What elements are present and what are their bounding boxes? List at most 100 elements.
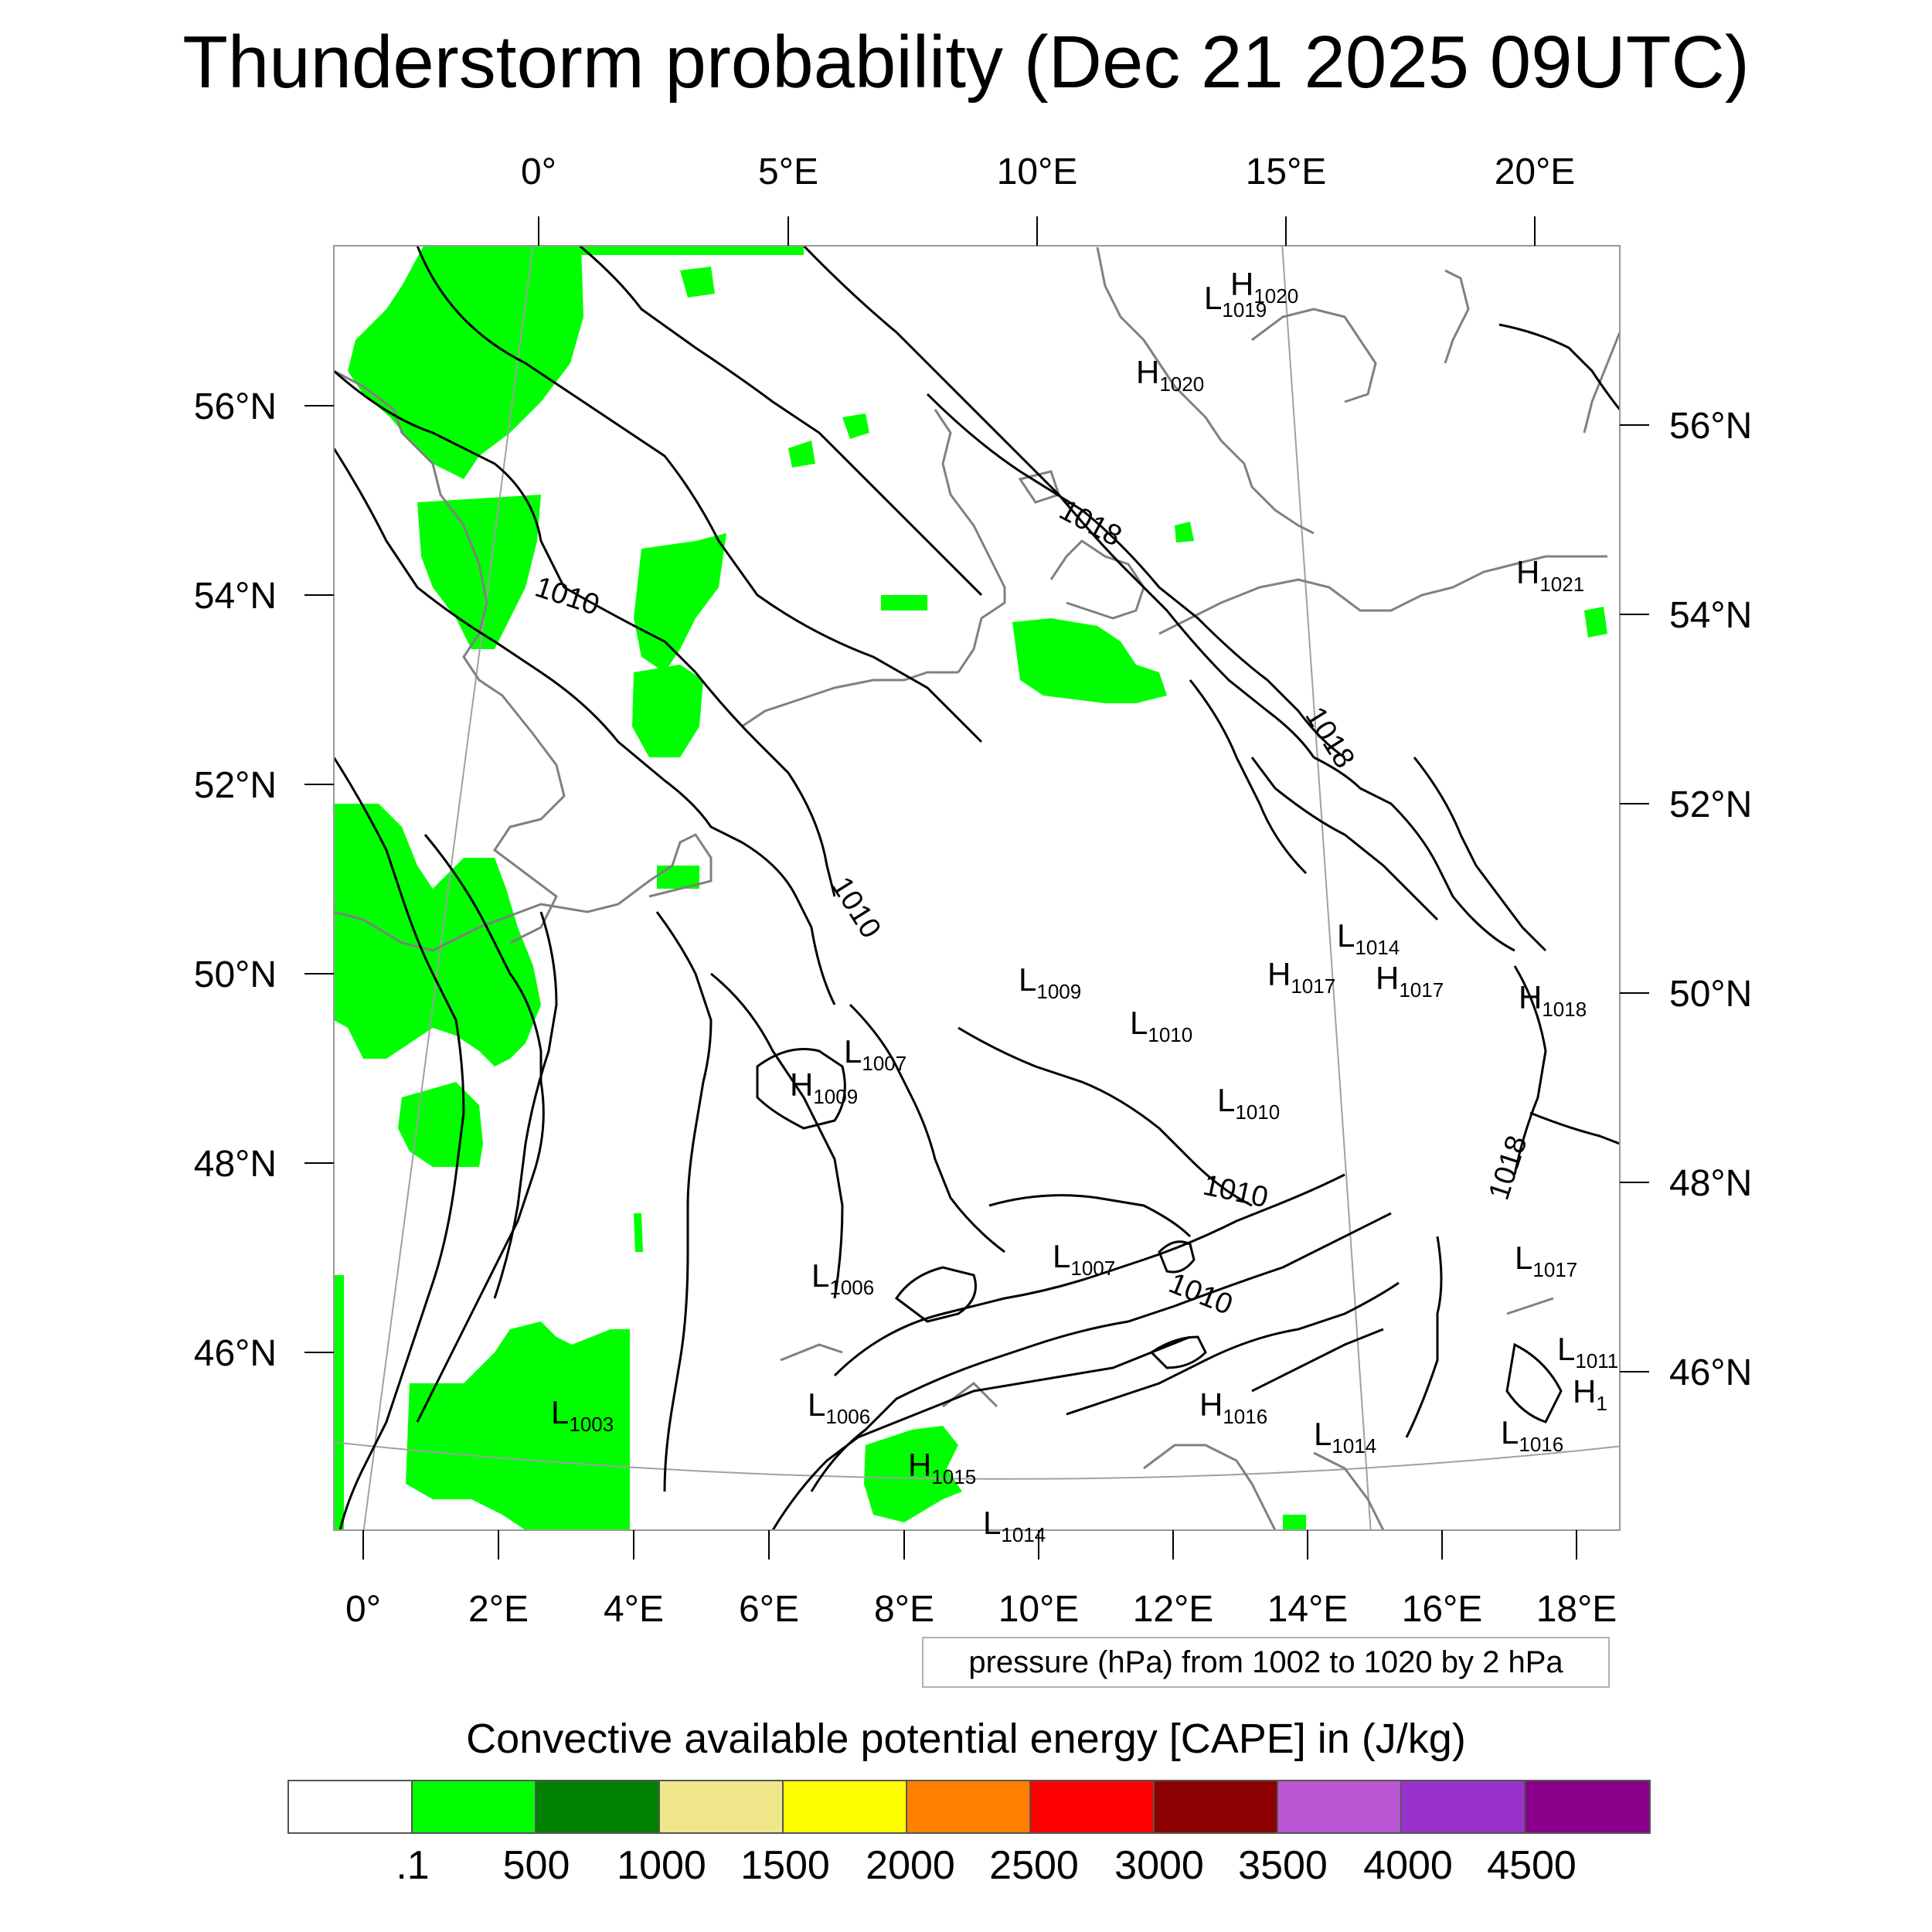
colorbar-swatch bbox=[907, 1781, 1031, 1832]
cape-areas bbox=[334, 246, 1607, 1530]
right-lat-label: 46°N bbox=[1669, 1352, 1752, 1393]
top-longitude-labels: 0° 5°E 10°E 15°E 20°E bbox=[521, 151, 1575, 192]
cape-area-central-north-sea bbox=[634, 533, 726, 672]
colorbar-swatch bbox=[660, 1781, 784, 1832]
top-lon-label: 5°E bbox=[758, 151, 818, 192]
isobar-12 bbox=[334, 757, 465, 1530]
pressure-center: L1009 bbox=[1019, 961, 1081, 1003]
isobar-1 bbox=[416, 246, 983, 743]
right-latitude-labels: 56°N 54°N 52°N 50°N 48°N 46°N bbox=[1669, 406, 1752, 1393]
cape-area-biscay bbox=[334, 1275, 344, 1530]
bottom-lon-label: 0° bbox=[345, 1589, 381, 1630]
bottom-lon-label: 12°E bbox=[1133, 1589, 1214, 1630]
isobar-18 bbox=[957, 1026, 1253, 1207]
cape-area-small-7 bbox=[634, 1213, 643, 1252]
isobar-3 bbox=[334, 447, 836, 1005]
isobar-32 bbox=[1149, 1335, 1207, 1369]
pressure-centers: L1019 H1020 H1020 H1021 L1014 H1017 H101… bbox=[551, 266, 1618, 1546]
isobar-19 bbox=[988, 1194, 1192, 1238]
cape-area-small-3 bbox=[788, 440, 815, 468]
isobar-label: 1018 bbox=[1298, 702, 1360, 774]
colorbar-swatch bbox=[1278, 1781, 1402, 1832]
pressure-center: L1019 bbox=[1204, 280, 1267, 321]
isobar-23 bbox=[1066, 1281, 1400, 1416]
right-lat-label: 52°N bbox=[1669, 784, 1752, 825]
isobar-20 bbox=[833, 1173, 1345, 1377]
colorbar-label: 500 bbox=[502, 1843, 570, 1888]
isobar-label: 1010 bbox=[825, 872, 886, 944]
left-latitude-labels: 56°N 54°N 52°N 50°N 48°N 46°N bbox=[194, 386, 277, 1374]
colorbar-label: 4500 bbox=[1487, 1843, 1577, 1888]
top-lon-label: 15°E bbox=[1246, 151, 1327, 192]
pressure-center: L1016 bbox=[1501, 1414, 1563, 1456]
isobar-21 bbox=[810, 1212, 1392, 1492]
cape-area-north-sea-top bbox=[572, 246, 804, 255]
bottom-lon-label: 6°E bbox=[739, 1589, 799, 1630]
colorbar-swatch bbox=[1402, 1781, 1526, 1832]
cape-area-france-west bbox=[398, 1082, 483, 1167]
coastlines bbox=[334, 247, 1620, 1530]
colorbar bbox=[287, 1780, 1651, 1834]
cape-area-small-4 bbox=[680, 267, 715, 298]
isobar-2 bbox=[334, 369, 836, 897]
pressure-center: L1007 bbox=[844, 1033, 906, 1075]
tick-marks bbox=[304, 216, 1649, 1560]
bottom-lon-label: 2°E bbox=[468, 1589, 529, 1630]
colorbar-label: 4000 bbox=[1363, 1843, 1453, 1888]
colorbar-label: 2500 bbox=[989, 1843, 1079, 1888]
pressure-center: L1006 bbox=[808, 1386, 870, 1428]
contour-info-box: pressure (hPa) from 1002 to 1020 by 2 hP… bbox=[922, 1637, 1610, 1688]
pressure-center: H1020 bbox=[1230, 266, 1298, 308]
colorbar-label: 1500 bbox=[740, 1843, 830, 1888]
cape-area-danish-coast bbox=[1012, 618, 1167, 703]
bottom-lon-label: 14°E bbox=[1267, 1589, 1349, 1630]
top-lon-label: 20°E bbox=[1495, 151, 1576, 192]
map-frame bbox=[333, 245, 1621, 1531]
isobar-26 bbox=[1513, 965, 1547, 1175]
bottom-lon-label: 16°E bbox=[1402, 1589, 1483, 1630]
pressure-center: H1020 bbox=[1136, 354, 1204, 396]
bottom-longitude-labels: 0° 2°E 4°E 6°E 8°E 10°E 12°E 14°E 16°E 1… bbox=[345, 1589, 1617, 1630]
cape-area-channel bbox=[334, 804, 541, 1066]
cape-area-med-west bbox=[406, 1321, 630, 1530]
isobar-29 bbox=[894, 1266, 977, 1323]
pressure-center: L1014 bbox=[1337, 917, 1400, 959]
isobar-4 bbox=[579, 246, 983, 597]
isobar-31 bbox=[1158, 1240, 1196, 1274]
isobar-10 bbox=[1413, 757, 1547, 952]
right-lat-label: 50°N bbox=[1669, 974, 1752, 1015]
isobar-7 bbox=[1313, 756, 1515, 952]
isobar-28 bbox=[1529, 1111, 1620, 1145]
pressure-center: H1016 bbox=[1199, 1386, 1267, 1428]
pressure-center: L1011 bbox=[1557, 1331, 1618, 1372]
colorbar-labels: .1 500 1000 1500 2000 2500 3000 3500 400… bbox=[0, 1842, 1932, 1896]
isobar-label: 1010 bbox=[1200, 1169, 1270, 1215]
isobar-17 bbox=[849, 1003, 1005, 1253]
pressure-center: L1006 bbox=[811, 1257, 874, 1299]
isobar-15 bbox=[655, 911, 713, 1492]
isobar-25 bbox=[1405, 1236, 1443, 1438]
bottom-lon-label: 8°E bbox=[874, 1589, 934, 1630]
isobar-30 bbox=[756, 1048, 846, 1130]
bottom-lon-label: 4°E bbox=[604, 1589, 664, 1630]
cape-area-small-1 bbox=[842, 413, 869, 439]
pressure-center: H1 bbox=[1573, 1373, 1607, 1415]
pressure-center: H1018 bbox=[1519, 979, 1587, 1021]
colorbar-swatch bbox=[1526, 1781, 1649, 1832]
cape-area-east-england bbox=[417, 495, 541, 649]
isobar-label: 1010 bbox=[531, 571, 603, 622]
cape-area-north-sea bbox=[348, 246, 583, 479]
pressure-center: L1007 bbox=[1053, 1238, 1115, 1280]
bottom-lon-label: 18°E bbox=[1536, 1589, 1617, 1630]
colorbar-label: 2000 bbox=[866, 1843, 955, 1888]
pressure-center: H1017 bbox=[1376, 960, 1444, 1002]
right-lat-label: 56°N bbox=[1669, 406, 1752, 447]
isobar-9 bbox=[1250, 757, 1439, 921]
colorbar-label: 3000 bbox=[1114, 1843, 1204, 1888]
pressure-center: L1014 bbox=[1314, 1416, 1376, 1458]
right-lat-label: 54°N bbox=[1669, 595, 1752, 636]
colorbar-swatch bbox=[784, 1781, 907, 1832]
cape-area-ligurian bbox=[864, 1426, 962, 1522]
colorbar-swatch bbox=[413, 1781, 536, 1832]
